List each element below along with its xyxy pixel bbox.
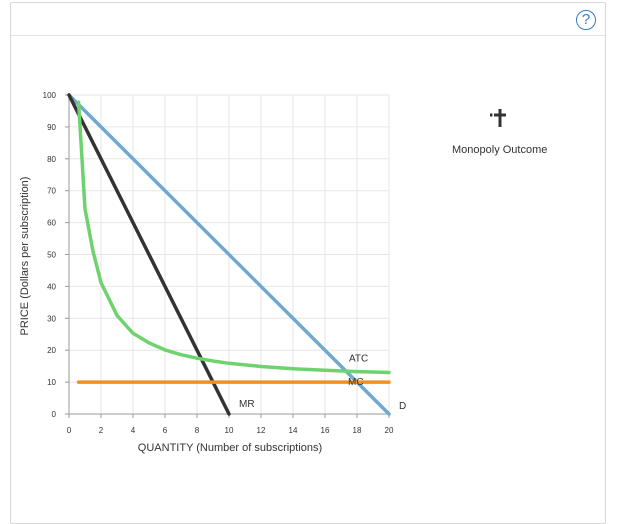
x-tick-label: 2 [99, 426, 104, 435]
y-tick-label: 30 [47, 314, 56, 323]
y-tick-label: 100 [43, 91, 57, 100]
x-tick-label: 8 [195, 426, 200, 435]
curve-label-mr: MR [239, 399, 255, 410]
monopoly-outcome-label: Monopoly Outcome [452, 144, 548, 156]
y-tick-label: 80 [47, 155, 56, 164]
curve-atc [76, 100, 391, 375]
y-tick-label: 70 [47, 187, 56, 196]
curve-d [67, 93, 391, 416]
x-tick-label: 10 [225, 426, 234, 435]
panel-header: ? [11, 3, 605, 36]
curve-label-atc: ATC [349, 354, 368, 365]
y-tick-label: 40 [47, 282, 56, 291]
x-tick-label: 14 [289, 426, 298, 435]
y-tick-label: 90 [47, 123, 56, 132]
help-icon[interactable]: ? [576, 10, 596, 30]
x-tick-label: 16 [321, 426, 330, 435]
y-axis-label: PRICE (Dollars per subscription) [19, 177, 31, 336]
y-tick-label: 60 [47, 219, 56, 228]
x-axis-label: QUANTITY (Number of subscriptions) [138, 442, 322, 454]
crosshair-marker-icon[interactable] [489, 107, 511, 129]
x-tick-label: 6 [163, 426, 168, 435]
curve-label-mc: MC [348, 377, 364, 388]
x-tick-label: 4 [131, 426, 136, 435]
x-tick-label: 18 [353, 426, 362, 435]
question-panel: ? [10, 2, 606, 524]
curve-labels: D MR ATC MC [239, 354, 406, 412]
x-tick-label: 20 [385, 426, 394, 435]
curve-label-d: D [399, 401, 406, 412]
y-tick-label: 20 [47, 346, 56, 355]
y-tick-label: 0 [52, 410, 57, 419]
y-tick-label: 50 [47, 251, 56, 260]
x-tick-label: 12 [257, 426, 266, 435]
y-tick-label: 10 [47, 378, 56, 387]
curves[interactable] [67, 93, 391, 416]
x-tick-label: 0 [67, 426, 72, 435]
monopoly-graph[interactable]: 0 2 4 6 8 10 12 14 16 18 200102030405060708090100 … [0, 0, 634, 489]
